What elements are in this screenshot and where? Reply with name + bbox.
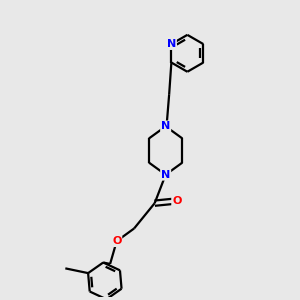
Text: O: O <box>112 236 122 246</box>
Text: N: N <box>161 170 170 180</box>
Text: O: O <box>172 196 182 206</box>
Text: N: N <box>167 39 176 49</box>
Text: N: N <box>161 122 170 131</box>
